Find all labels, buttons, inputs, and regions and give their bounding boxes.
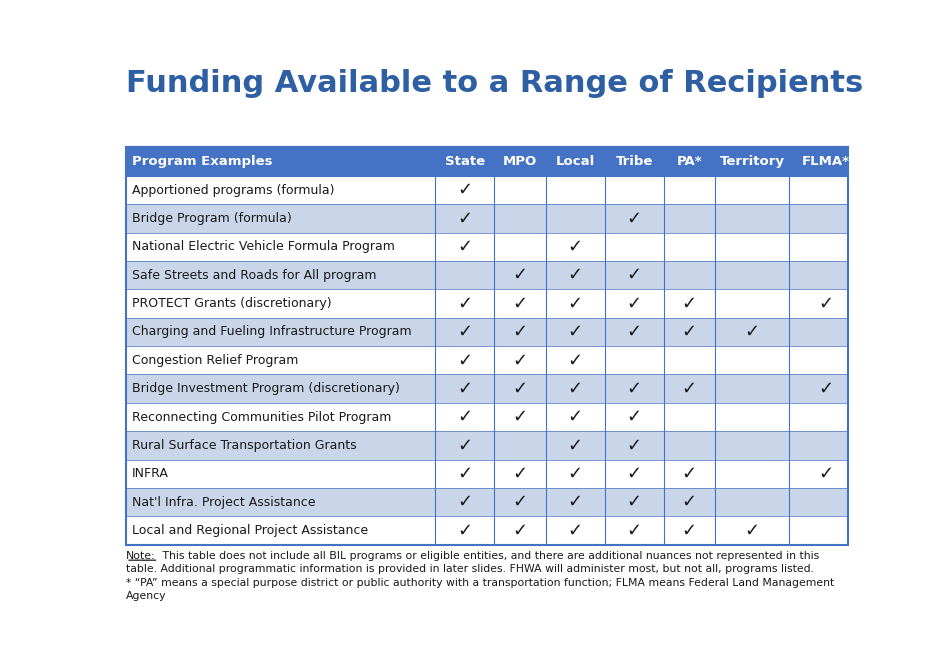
- Bar: [126, 431, 847, 460]
- Bar: [126, 375, 847, 403]
- Text: INFRA: INFRA: [132, 467, 169, 480]
- Text: ✓: ✓: [745, 521, 759, 539]
- Text: ✓: ✓: [627, 210, 641, 227]
- Bar: [126, 517, 847, 545]
- Text: FLMA*: FLMA*: [802, 155, 849, 168]
- Text: ✓: ✓: [512, 323, 527, 341]
- Text: MPO: MPO: [503, 155, 537, 168]
- Text: ✓: ✓: [568, 465, 582, 483]
- Text: ✓: ✓: [568, 295, 582, 312]
- Text: ✓: ✓: [512, 351, 527, 369]
- Text: ✓: ✓: [457, 380, 472, 398]
- Bar: [126, 147, 847, 176]
- Text: ✓: ✓: [457, 181, 472, 199]
- Bar: [126, 488, 847, 517]
- Text: ✓: ✓: [512, 295, 527, 312]
- Text: ✓: ✓: [627, 295, 641, 312]
- Text: National Electric Vehicle Formula Program: National Electric Vehicle Formula Progra…: [132, 241, 395, 253]
- Text: This table does not include all BIL programs or eligible entities, and there are: This table does not include all BIL prog…: [159, 551, 819, 561]
- Text: PROTECT Grants (discretionary): PROTECT Grants (discretionary): [132, 297, 332, 310]
- Text: Nat'l Infra. Project Assistance: Nat'l Infra. Project Assistance: [132, 496, 315, 509]
- Text: ✓: ✓: [457, 493, 472, 511]
- Text: ✓: ✓: [818, 380, 833, 398]
- Text: Funding Available to a Range of Recipients: Funding Available to a Range of Recipien…: [126, 70, 864, 98]
- Bar: [126, 204, 847, 232]
- Text: Local and Regional Project Assistance: Local and Regional Project Assistance: [132, 524, 369, 537]
- Text: Apportioned programs (formula): Apportioned programs (formula): [132, 184, 334, 196]
- Text: ✓: ✓: [457, 295, 472, 312]
- Text: * “PA” means a special purpose district or public authority with a transportatio: * “PA” means a special purpose district …: [126, 578, 834, 588]
- Text: Local: Local: [556, 155, 595, 168]
- Text: Charging and Fueling Infrastructure Program: Charging and Fueling Infrastructure Prog…: [132, 326, 411, 338]
- Text: ✓: ✓: [682, 295, 697, 312]
- Bar: [126, 318, 847, 346]
- Text: ✓: ✓: [512, 266, 527, 284]
- Text: ✓: ✓: [627, 521, 641, 539]
- Text: ✓: ✓: [457, 351, 472, 369]
- Text: ✓: ✓: [682, 493, 697, 511]
- Bar: [126, 346, 847, 375]
- Text: Territory: Territory: [719, 155, 785, 168]
- Bar: [126, 232, 847, 261]
- Text: Congestion Relief Program: Congestion Relief Program: [132, 354, 298, 366]
- Text: ✓: ✓: [457, 323, 472, 341]
- Text: ✓: ✓: [457, 238, 472, 256]
- Text: ✓: ✓: [682, 323, 697, 341]
- Text: ✓: ✓: [512, 408, 527, 426]
- Text: ✓: ✓: [627, 465, 641, 483]
- Text: table. Additional programmatic information is provided in later slides. FHWA wil: table. Additional programmatic informati…: [126, 564, 814, 574]
- Text: ✓: ✓: [512, 465, 527, 483]
- Text: Bridge Program (formula): Bridge Program (formula): [132, 212, 292, 225]
- Text: ✓: ✓: [457, 465, 472, 483]
- Text: ✓: ✓: [818, 465, 833, 483]
- Bar: [126, 176, 847, 204]
- Text: State: State: [445, 155, 484, 168]
- Text: Agency: Agency: [126, 591, 166, 601]
- Bar: [126, 261, 847, 289]
- Text: ✓: ✓: [568, 380, 582, 398]
- Bar: [126, 147, 847, 545]
- Text: PA*: PA*: [676, 155, 702, 168]
- Text: ✓: ✓: [818, 295, 833, 312]
- Text: ✓: ✓: [457, 521, 472, 539]
- Text: ✓: ✓: [457, 436, 472, 454]
- Text: ✓: ✓: [745, 323, 759, 341]
- Text: Safe Streets and Roads for All program: Safe Streets and Roads for All program: [132, 269, 376, 281]
- Text: ✓: ✓: [568, 238, 582, 256]
- Text: ✓: ✓: [627, 493, 641, 511]
- Text: ✓: ✓: [682, 521, 697, 539]
- Text: ✓: ✓: [512, 493, 527, 511]
- Text: Rural Surface Transportation Grants: Rural Surface Transportation Grants: [132, 439, 356, 452]
- Text: ✓: ✓: [627, 266, 641, 284]
- Text: ✓: ✓: [568, 351, 582, 369]
- Text: ✓: ✓: [627, 380, 641, 398]
- Text: Program Examples: Program Examples: [132, 155, 273, 168]
- Text: ✓: ✓: [627, 408, 641, 426]
- Bar: [126, 403, 847, 431]
- Text: ✓: ✓: [457, 408, 472, 426]
- Text: ✓: ✓: [457, 210, 472, 227]
- Text: ✓: ✓: [627, 323, 641, 341]
- Text: ✓: ✓: [568, 436, 582, 454]
- Text: ✓: ✓: [568, 493, 582, 511]
- Text: ✓: ✓: [512, 380, 527, 398]
- Text: ✓: ✓: [568, 323, 582, 341]
- Text: ✓: ✓: [568, 521, 582, 539]
- Text: ✓: ✓: [682, 380, 697, 398]
- Bar: [126, 289, 847, 318]
- Text: Note:: Note:: [126, 551, 156, 561]
- Text: ✓: ✓: [568, 266, 582, 284]
- Bar: [126, 460, 847, 488]
- Text: ✓: ✓: [568, 408, 582, 426]
- Text: Bridge Investment Program (discretionary): Bridge Investment Program (discretionary…: [132, 382, 400, 395]
- Text: Reconnecting Communities Pilot Program: Reconnecting Communities Pilot Program: [132, 411, 391, 423]
- Text: ✓: ✓: [512, 521, 527, 539]
- Text: Tribe: Tribe: [616, 155, 653, 168]
- Text: ✓: ✓: [682, 465, 697, 483]
- Text: ✓: ✓: [627, 436, 641, 454]
